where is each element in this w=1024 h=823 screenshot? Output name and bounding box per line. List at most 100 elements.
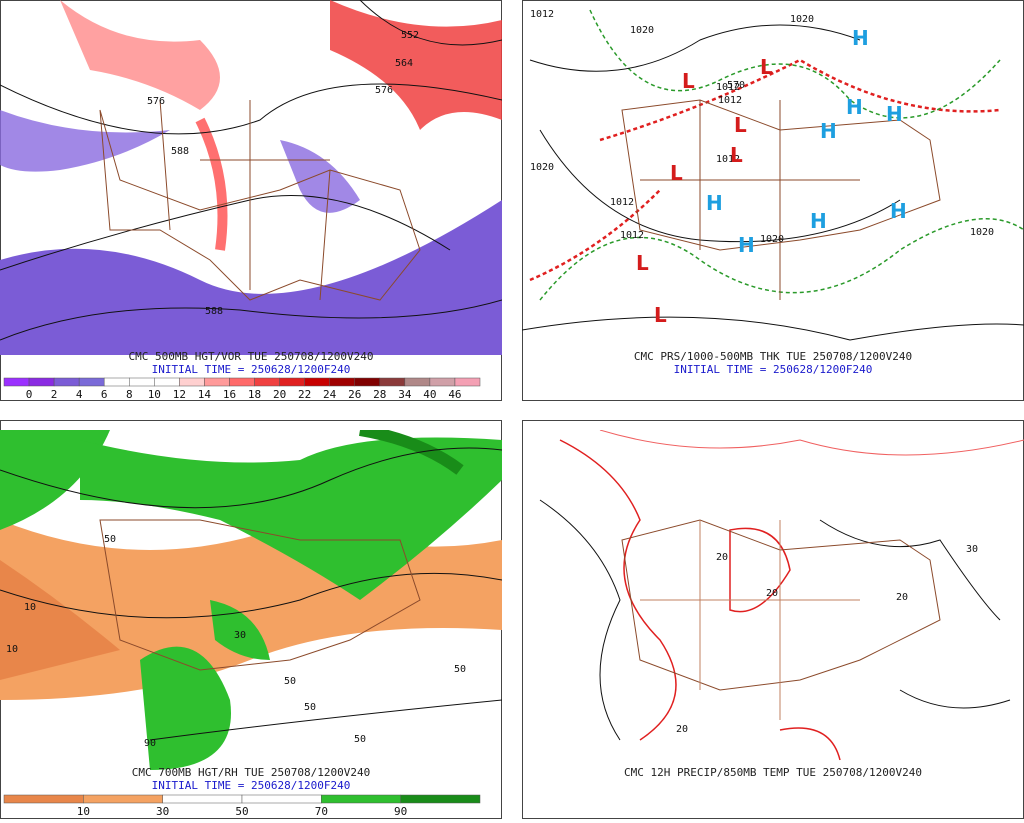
colorbar-swatch [229,377,255,387]
colorbar-label: 40 [423,388,436,401]
contour-label: 50 [284,676,296,687]
contour-label: 50 [304,702,316,713]
contour-label: 10 [24,602,36,613]
contour-label: 1012 [718,95,742,106]
colorbar-label: 20 [273,388,286,401]
low-pressure: L [636,251,649,275]
colorbar-swatch [254,377,280,387]
panel-title: CMC 12H PRECIP/850MB TEMP TUE 250708/120… [624,766,922,779]
contour-label: 1020 [790,14,814,25]
low-pressure: L [730,143,743,167]
contour-label: 1020 [970,227,994,238]
colorbar-swatch [3,377,30,387]
colorbar-label: 24 [323,388,337,401]
colorbar-label: 16 [223,388,236,401]
contour-label: 576 [375,85,393,96]
high-pressure: H [846,95,863,119]
contour-label: 1012 [610,197,634,208]
colorbar-swatch [241,794,322,804]
initial-time: INITIAL TIME = 250628/1200F240 [152,363,351,376]
high-pressure: H [886,102,903,126]
contour-label: 1012 [716,154,740,165]
panel-title: CMC PRS/1000-500MB THK TUE 250708/1200V2… [634,350,912,363]
contour-label: 10 [6,644,18,655]
colorbar-label: 18 [248,388,261,401]
high-pressure: H [820,119,837,143]
contour-label: 30 [234,630,246,641]
colorbar-swatch [329,377,355,387]
contour-label: 90 [144,738,156,749]
contour-label: 50 [104,534,116,545]
low-pressure: L [654,303,667,327]
colorbar-label: 46 [448,388,461,401]
contour-label: 50 [354,734,366,745]
colorbar-swatch [204,377,230,387]
contour-label: 1020 [530,162,554,173]
colorbar-swatch [154,377,180,387]
colorbar-swatch [103,377,130,387]
colorbar-swatch [129,377,155,387]
colorbar-swatch [321,794,401,804]
high-pressure: H [852,26,869,50]
contour-label: 20 [676,724,688,735]
colorbar-swatch [400,794,481,804]
contour-label: 30 [966,544,978,555]
colorbar-label: 50 [235,805,248,818]
colorbar-label: 28 [373,388,386,401]
colorbar-label: 22 [298,388,311,401]
colorbar-swatch [162,794,243,804]
colorbar-swatch [3,794,84,804]
contour-label: 20 [896,592,908,603]
colorbar-swatch [354,377,381,387]
contour-label: 570 [727,80,745,91]
low-pressure: L [760,55,773,79]
low-pressure: L [682,69,695,93]
colorbar-label: 34 [398,388,412,401]
contour-label: 588 [205,306,223,317]
colorbar-label: 26 [348,388,361,401]
colorbar-swatch [53,377,80,387]
contour-label: 576 [147,96,165,107]
colorbar-swatch [179,377,205,387]
frame [522,420,1024,819]
map-pressure [522,9,1024,341]
contour-label: 50 [454,664,466,675]
panel-title: CMC 500MB HGT/VOR TUE 250708/1200V240 [128,350,373,363]
colorbar-label: 90 [394,805,407,818]
colorbar-label: 0 [26,388,33,401]
contour-label: 588 [171,146,189,157]
colorbar-label: 70 [315,805,328,818]
contour-label: 1012 [716,82,740,93]
contour-label: 1020 [760,234,784,245]
colorbar-swatch [279,377,305,387]
colorbar-label: 4 [76,388,83,401]
colorbar-swatch [379,377,406,387]
colorbar-swatch [454,377,481,387]
colorbar-swatch [404,377,431,387]
contour-label: 552 [401,30,419,41]
contour-label: 20 [766,588,778,599]
colorbar-label: 6 [101,388,108,401]
contour-label: 564 [395,58,413,69]
high-pressure: H [706,191,723,215]
initial-time: INITIAL TIME = 250628/1200F240 [674,363,873,376]
map-vorticity [0,0,502,355]
contour-label: 1012 [620,230,644,241]
colorbar-swatch [78,377,105,387]
contour-label: 20 [716,552,728,563]
high-pressure: H [890,199,907,223]
frame [522,0,1024,401]
initial-time: INITIAL TIME = 250628/1200F240 [152,779,351,792]
colorbar-label: 8 [126,388,133,401]
colorbar-swatch [304,377,330,387]
colorbar-label: 10 [148,388,161,401]
colorbar-swatch [429,377,456,387]
colorbar-label: 12 [173,388,186,401]
map-precip [539,430,1024,761]
contour-label: 1020 [630,25,654,36]
contour-label: 1012 [530,9,554,20]
colorbar-swatch [83,794,163,804]
map-humidity [0,430,502,770]
colorbar-swatch [28,377,55,387]
